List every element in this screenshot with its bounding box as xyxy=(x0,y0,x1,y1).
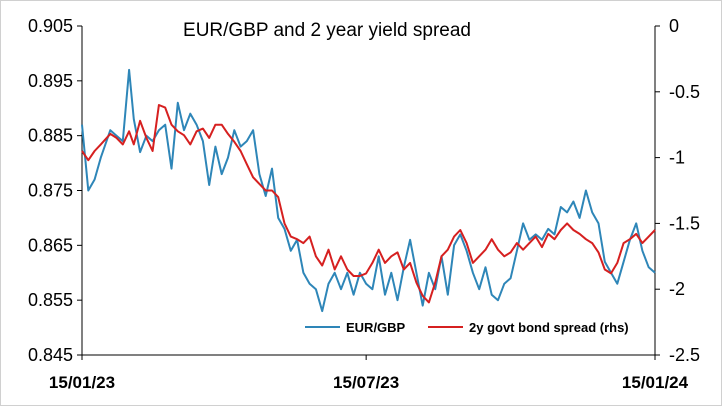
series-line-spread xyxy=(81,104,656,304)
right-tick-label: -1.5 xyxy=(669,213,700,233)
left-tick-label: 0.865 xyxy=(28,235,73,255)
left-tick-label: 0.895 xyxy=(28,71,73,91)
x-tick-label: 15/01/24 xyxy=(622,373,689,392)
left-tick-label: 0.845 xyxy=(28,345,73,365)
series-line-eurgbp xyxy=(81,68,656,313)
series-layer xyxy=(81,68,656,313)
left-tick-label: 0.855 xyxy=(28,290,73,310)
axes: 0.905 0.895 0.885 0.875 0.865 0.855 0.845 0 -0.5… xyxy=(28,16,700,392)
right-tick-label: -1 xyxy=(669,148,685,168)
legend-label-spread: 2y govt bond spread (rhs) xyxy=(469,320,629,335)
legend-label-eurgbp: EUR/GBP xyxy=(346,320,406,335)
right-tick-label: 0 xyxy=(669,16,679,36)
x-tick-label: 15/01/23 xyxy=(49,373,115,392)
right-tick-label: -0.5 xyxy=(669,82,700,102)
right-tick-label: -2 xyxy=(669,279,685,299)
right-tick-label: -2.5 xyxy=(669,345,700,365)
chart-title: EUR/GBP and 2 year yield spread xyxy=(183,20,471,41)
legend: EUR/GBP 2y govt bond spread (rhs) xyxy=(305,320,629,335)
left-tick-label: 0.905 xyxy=(28,16,73,36)
x-tick-label: 15/07/23 xyxy=(333,373,399,392)
left-tick-label: 0.875 xyxy=(28,181,73,201)
left-tick-label: 0.885 xyxy=(28,126,73,146)
